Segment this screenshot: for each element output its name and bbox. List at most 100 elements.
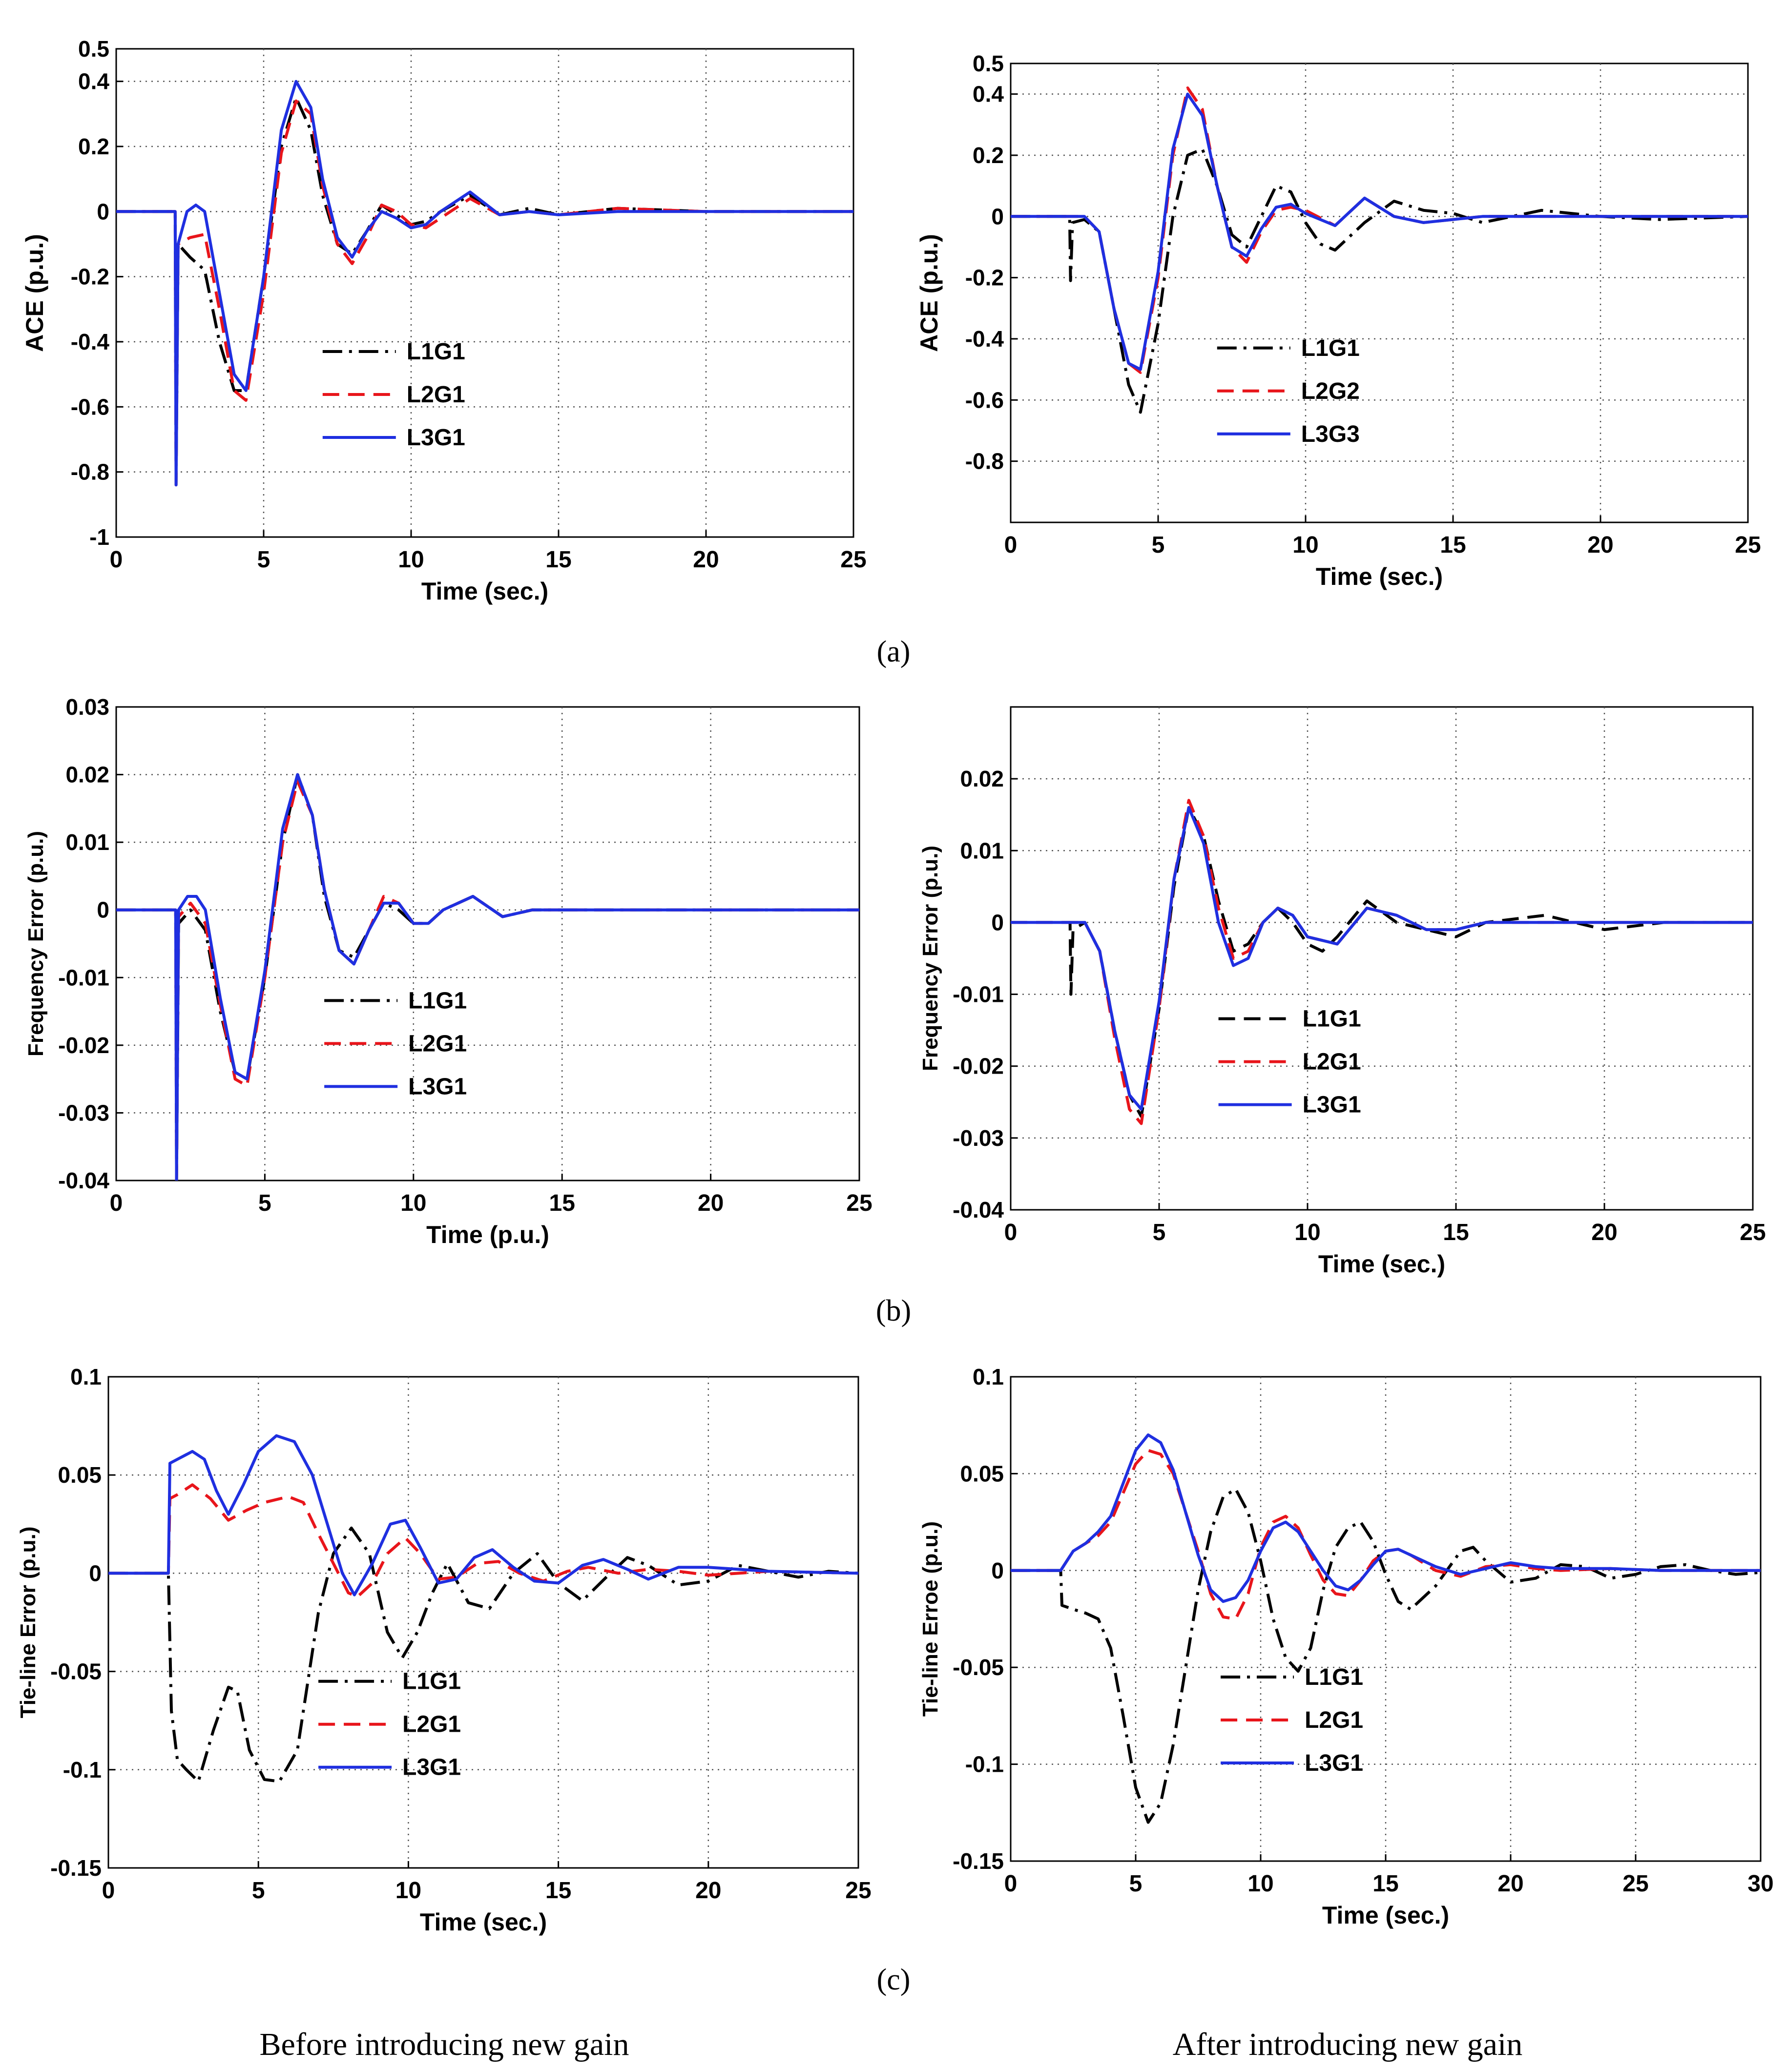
x-tick-label: 5 <box>1152 532 1165 558</box>
x-tick-label: 15 <box>1372 1871 1398 1897</box>
y-axis-label: Tie-line Erroe (p.u.) <box>918 1521 942 1717</box>
y-tick-label: 0.1 <box>70 1364 102 1389</box>
legend-label: L3G1 <box>402 1755 461 1781</box>
chart-c-right: 0 5 10 15 20 25 30 -0.15 -0.1 -0.05 0 0.05 0.1 Time (… <box>918 1364 1774 1929</box>
x-tick-label: 10 <box>395 1878 421 1904</box>
chart-c-left: 0 5 10 15 20 25 -0.15 -0.1 -0.05 0 0.05 0.1 Time (se… <box>16 1364 872 1936</box>
legend-label: L1G1 <box>408 988 467 1014</box>
chart-a-left: 0 5 10 15 20 25 -1 -0.8 -0.6 -0.4 -0.2 0 0.2 0.4 0.5 Ti… <box>21 36 867 605</box>
y-tick-label: 0.05 <box>58 1462 102 1488</box>
chart-b-left: 0 5 10 15 20 25 -0.04 -0.03 -0.02 -0.01 0 0.01 0.02 0… <box>24 694 873 1248</box>
y-tick-label: 0 <box>991 204 1004 229</box>
x-tick-label: 25 <box>846 1190 872 1216</box>
x-tick-label: 5 <box>1129 1871 1143 1897</box>
x-tick-label: 5 <box>257 547 270 573</box>
y-tick-label: 0.5 <box>973 51 1004 76</box>
x-tick-label: 0 <box>1004 1871 1018 1897</box>
series-line-l2g1 <box>1011 1449 1761 1620</box>
y-tick-label: -0.15 <box>50 1855 102 1881</box>
legend-label: L1G1 <box>1303 1006 1361 1032</box>
legend-label: L1G1 <box>402 1669 461 1695</box>
bottom-label-before: Before introducing new gain <box>259 2027 629 2062</box>
x-tick-label: 0 <box>1004 532 1018 558</box>
x-axis-label: Time (sec.) <box>1316 563 1443 590</box>
plot-frame <box>1010 62 1749 523</box>
legend-label: L3G1 <box>1305 1750 1363 1776</box>
y-tick-label: -0.04 <box>58 1168 109 1193</box>
y-tick-label: 0 <box>991 910 1004 935</box>
y-tick-label: -0.1 <box>965 1752 1004 1777</box>
y-tick-label: 0.03 <box>65 694 109 720</box>
caption-c: (c) <box>876 1963 911 1996</box>
caption-a: (a) <box>876 635 911 668</box>
chart-a-right: 0 5 10 15 20 25 -0.8 -0.6 -0.4 -0.2 0 0.2 0.4 0.5 Time… <box>915 51 1761 590</box>
legend-label: L3G1 <box>407 425 465 451</box>
legend-label: L1G1 <box>407 339 465 365</box>
legend-label: L3G1 <box>408 1074 467 1099</box>
y-tick-label: 0.05 <box>960 1461 1004 1486</box>
x-tick-label: 30 <box>1747 1871 1773 1897</box>
series-line-l1g1 <box>1011 147 1748 414</box>
x-tick-label: 5 <box>1153 1220 1166 1245</box>
x-tick-label: 5 <box>258 1190 271 1216</box>
x-axis-label: Time (p.u.) <box>426 1221 549 1248</box>
x-tick-label: 10 <box>398 547 424 573</box>
x-tick-label: 15 <box>1440 532 1466 558</box>
y-tick-label: -0.2 <box>965 265 1004 290</box>
y-tick-label: -0.03 <box>953 1125 1004 1151</box>
plot-frame <box>107 1376 859 1869</box>
y-tick-label: -0.15 <box>953 1848 1004 1874</box>
y-tick-label: -0.03 <box>58 1100 109 1125</box>
series-line-l1g1 <box>108 1526 858 1783</box>
x-tick-label: 20 <box>693 547 719 573</box>
y-axis-label: ACE (p.u.) <box>915 234 943 352</box>
y-tick-label: 0.02 <box>65 762 109 787</box>
y-tick-label: -0.8 <box>71 459 109 485</box>
y-tick-label: -0.6 <box>965 387 1004 413</box>
x-tick-label: 25 <box>840 547 866 573</box>
y-axis-label: Frequency Error (p.u.) <box>24 831 48 1057</box>
y-tick-label: 0 <box>991 1558 1004 1583</box>
legend-label: L1G1 <box>1305 1664 1363 1690</box>
y-tick-label: -0.01 <box>58 965 109 990</box>
plot-frame <box>1010 706 1754 1211</box>
y-axis-label: Frequency Error (p.u.) <box>918 846 942 1071</box>
x-tick-label: 0 <box>110 547 123 573</box>
legend-label: L2G1 <box>407 382 465 408</box>
series-line-l3g1 <box>116 773 859 1181</box>
y-tick-label: -0.02 <box>58 1033 109 1058</box>
y-tick-label: 0 <box>97 897 109 923</box>
y-tick-label: -0.4 <box>71 329 110 354</box>
x-tick-label: 25 <box>1622 1871 1648 1897</box>
caption-b: (b) <box>875 1294 912 1327</box>
x-tick-label: 15 <box>1443 1220 1469 1245</box>
y-tick-label: 0.1 <box>973 1364 1004 1389</box>
plot-frame <box>115 706 860 1181</box>
x-tick-label: 15 <box>549 1190 575 1216</box>
series-line-l3g1 <box>1011 806 1753 1111</box>
y-tick-label: 0.2 <box>78 134 109 159</box>
x-axis-label: Time (sec.) <box>421 578 548 605</box>
x-tick-label: 10 <box>1247 1871 1273 1897</box>
y-tick-label: 0.2 <box>973 143 1004 168</box>
x-axis-label: Time (sec.) <box>1318 1250 1445 1278</box>
series-line-l3g1 <box>1011 1433 1761 1603</box>
y-tick-label: -1 <box>89 524 109 550</box>
x-tick-label: 0 <box>110 1190 123 1216</box>
legend-label: L3G1 <box>1303 1092 1361 1118</box>
chart-b-right: 0 5 10 15 20 25 -0.04 -0.03 -0.02 -0.01 0 0.01 0.02 T… <box>918 706 1766 1278</box>
series-line-l3g1 <box>108 1434 858 1596</box>
plot-frame <box>115 48 854 538</box>
y-tick-label: 0.01 <box>960 838 1004 863</box>
legend-label: L2G2 <box>1301 378 1360 404</box>
y-tick-label: 0 <box>89 1560 102 1586</box>
legend-label: L1G1 <box>1301 335 1360 361</box>
y-tick-label: -0.04 <box>953 1197 1004 1222</box>
y-tick-label: -0.4 <box>965 326 1004 352</box>
x-tick-label: 25 <box>1735 532 1761 558</box>
series-line-l3g1 <box>116 80 853 487</box>
x-axis-label: Time (sec.) <box>1322 1902 1449 1929</box>
legend-label: L2G1 <box>1305 1707 1363 1733</box>
legend-label: L2G1 <box>1303 1049 1361 1075</box>
